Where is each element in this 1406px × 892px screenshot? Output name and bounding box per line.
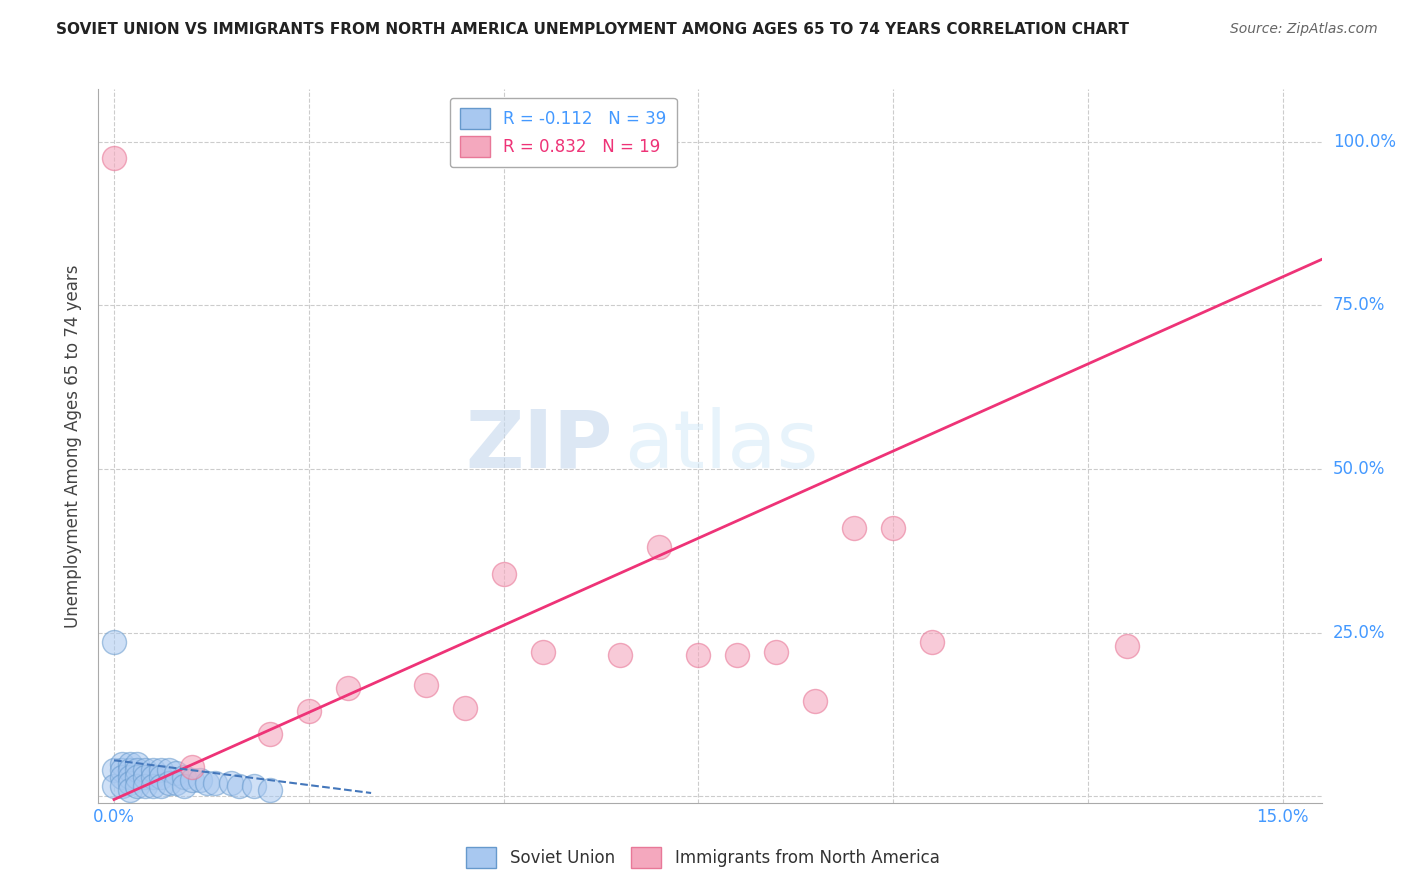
Point	[188, 772, 211, 787]
Text: Source: ZipAtlas.com: Source: ZipAtlas.com	[1230, 22, 1378, 37]
Point	[157, 776, 180, 790]
Point	[111, 763, 134, 777]
Point	[149, 770, 172, 784]
Point	[134, 763, 156, 777]
Point	[134, 780, 156, 794]
Point	[259, 727, 281, 741]
Point	[259, 782, 281, 797]
Point	[142, 770, 165, 784]
Point	[844, 521, 866, 535]
Y-axis label: Unemployment Among Ages 65 to 74 years: Unemployment Among Ages 65 to 74 years	[65, 264, 83, 628]
Point	[648, 541, 671, 555]
Point	[173, 770, 195, 784]
Point	[127, 780, 149, 794]
Point	[688, 648, 710, 663]
Text: ZIP: ZIP	[465, 407, 612, 485]
Point	[531, 645, 554, 659]
Point	[149, 780, 172, 794]
Legend: Soviet Union, Immigrants from North America: Soviet Union, Immigrants from North Amer…	[460, 840, 946, 875]
Point	[243, 780, 266, 794]
Point	[204, 776, 226, 790]
Point	[103, 763, 125, 777]
Point	[103, 780, 125, 794]
Point	[149, 763, 172, 777]
Point	[118, 776, 141, 790]
Text: 50.0%: 50.0%	[1333, 460, 1385, 478]
Text: atlas: atlas	[624, 407, 818, 485]
Point	[118, 770, 141, 784]
Point	[197, 776, 219, 790]
Point	[111, 770, 134, 784]
Point	[111, 756, 134, 771]
Legend: R = -0.112   N = 39, R = 0.832   N = 19: R = -0.112 N = 39, R = 0.832 N = 19	[450, 97, 676, 167]
Point	[453, 701, 475, 715]
Point	[173, 780, 195, 794]
Point	[298, 704, 321, 718]
Point	[765, 645, 787, 659]
Point	[134, 770, 156, 784]
Text: 75.0%: 75.0%	[1333, 296, 1385, 314]
Point	[118, 782, 141, 797]
Point	[111, 780, 134, 794]
Point	[165, 776, 187, 790]
Point	[882, 521, 904, 535]
Point	[127, 770, 149, 784]
Text: 25.0%: 25.0%	[1333, 624, 1385, 641]
Point	[118, 763, 141, 777]
Point	[1115, 639, 1137, 653]
Point	[219, 776, 242, 790]
Point	[127, 763, 149, 777]
Point	[165, 766, 187, 780]
Point	[180, 772, 202, 787]
Point	[492, 566, 515, 581]
Point	[103, 151, 125, 165]
Point	[921, 635, 943, 649]
Point	[142, 763, 165, 777]
Point	[118, 756, 141, 771]
Point	[609, 648, 631, 663]
Point	[336, 681, 359, 696]
Text: 100.0%: 100.0%	[1333, 133, 1396, 151]
Point	[180, 760, 202, 774]
Text: SOVIET UNION VS IMMIGRANTS FROM NORTH AMERICA UNEMPLOYMENT AMONG AGES 65 TO 74 Y: SOVIET UNION VS IMMIGRANTS FROM NORTH AM…	[56, 22, 1129, 37]
Point	[127, 756, 149, 771]
Point	[228, 780, 250, 794]
Point	[415, 678, 437, 692]
Point	[725, 648, 748, 663]
Point	[804, 694, 827, 708]
Point	[157, 763, 180, 777]
Point	[103, 635, 125, 649]
Point	[142, 780, 165, 794]
